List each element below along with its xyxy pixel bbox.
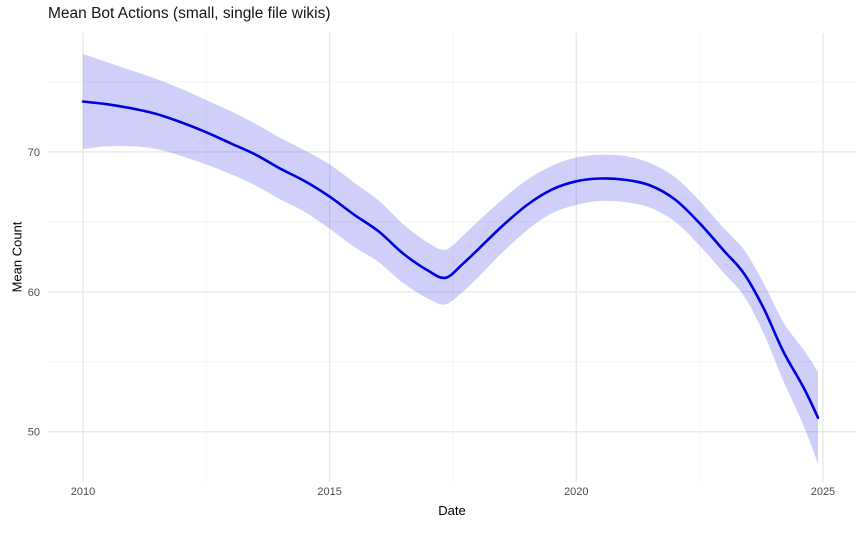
x-axis-title: Date (438, 503, 466, 518)
y-axis-title: Mean Count (9, 221, 25, 293)
smoothed-line (81, 100, 820, 419)
x-tick-label: 2010 (71, 486, 95, 498)
y-tick-label: 70 (28, 147, 40, 159)
x-tick-label: 2015 (317, 486, 341, 498)
y-tick-label: 50 (28, 427, 40, 439)
chart-title: Mean Bot Actions (small, single file wik… (48, 5, 331, 22)
x-tick-label: 2020 (564, 486, 588, 498)
x-tick-label: 2025 (811, 486, 835, 498)
confidence-ribbon (83, 54, 818, 464)
y-tick-label: 60 (28, 287, 40, 299)
